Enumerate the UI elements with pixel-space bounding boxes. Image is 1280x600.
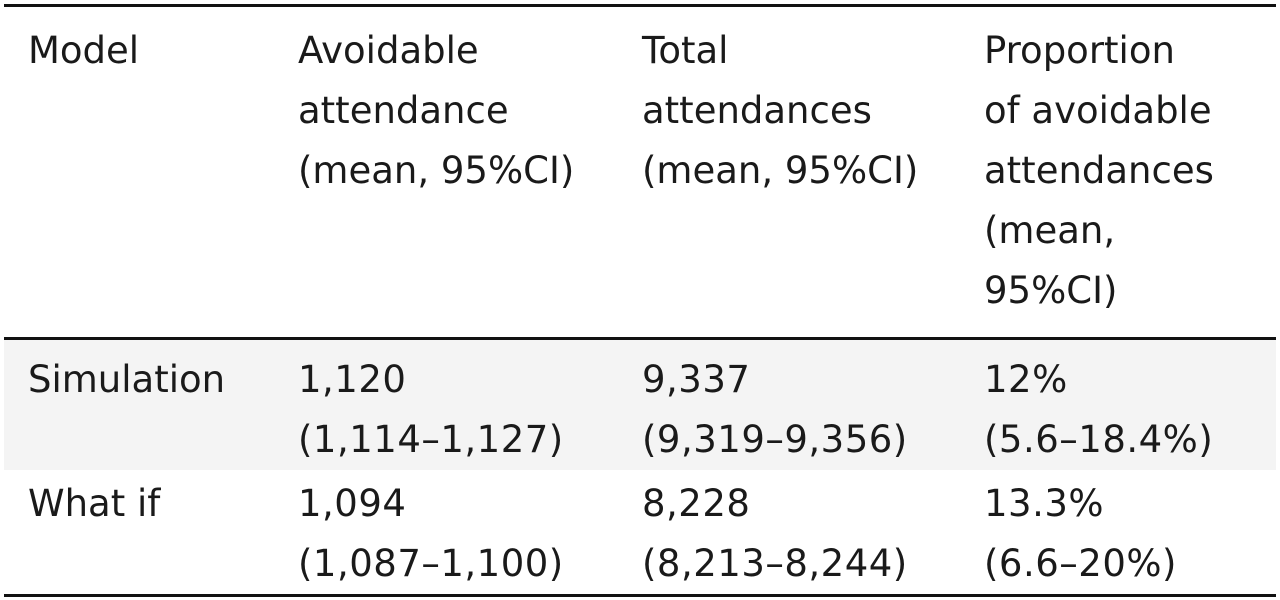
cell-avoidable: 1,120 (1,114–1,127)	[298, 338, 642, 470]
header-line: (mean,	[984, 209, 1116, 252]
header-proportion-avoidable: Proportion of avoidable attendances (mea…	[984, 6, 1276, 339]
header-total-attendances: Total attendances (mean, 95%CI)	[642, 6, 984, 339]
header-line: Proportion	[984, 29, 1175, 72]
header-line: attendances	[642, 89, 872, 132]
header-line: (mean, 95%CI)	[298, 149, 575, 192]
cell-ci: (6.6–20%)	[984, 542, 1177, 585]
header-line: Total	[642, 29, 729, 72]
cell-total: 8,228 (8,213–8,244)	[642, 470, 984, 596]
cell-ci: (9,319–9,356)	[642, 418, 908, 461]
cell-model-text: Simulation	[28, 358, 226, 401]
header-line: attendances	[984, 149, 1214, 192]
cell-model: What if	[4, 470, 298, 596]
cell-ci: (1,114–1,127)	[298, 418, 564, 461]
header-line: (mean, 95%CI)	[642, 149, 919, 192]
header-model-line: Model	[28, 29, 140, 72]
cell-mean: 9,337	[642, 358, 751, 401]
cell-total: 9,337 (9,319–9,356)	[642, 338, 984, 470]
results-table: Model Avoidable attendance (mean, 95%CI)…	[4, 4, 1276, 597]
cell-ci: (1,087–1,100)	[298, 542, 564, 585]
data-table-container: Model Avoidable attendance (mean, 95%CI)…	[4, 4, 1276, 597]
cell-model-text: What if	[28, 482, 161, 525]
cell-proportion: 12% (5.6–18.4%)	[984, 338, 1276, 470]
cell-mean: 8,228	[642, 482, 751, 525]
header-avoidable-attendance: Avoidable attendance (mean, 95%CI)	[298, 6, 642, 339]
header-line: 95%CI)	[984, 269, 1118, 312]
cell-avoidable: 1,094 (1,087–1,100)	[298, 470, 642, 596]
header-line: attendance	[298, 89, 509, 132]
cell-mean: 13.3%	[984, 482, 1105, 525]
cell-mean: 12%	[984, 358, 1068, 401]
header-line: Avoidable	[298, 29, 479, 72]
header-row: Model Avoidable attendance (mean, 95%CI)…	[4, 5, 1276, 339]
cell-mean: 1,120	[298, 358, 407, 401]
cell-ci: (5.6–18.4%)	[984, 418, 1214, 461]
cell-mean: 1,094	[298, 482, 407, 525]
header-model: Model	[4, 6, 298, 339]
table-row-what-if: What if 1,094 (1,087–1,100) 8,228 (8,213…	[4, 470, 1276, 596]
cell-proportion: 13.3% (6.6–20%)	[984, 470, 1276, 596]
table-row-simulation: Simulation 1,120 (1,114–1,127) 9,337 (9,…	[4, 338, 1276, 470]
header-line: of avoidable	[984, 89, 1212, 132]
cell-ci: (8,213–8,244)	[642, 542, 908, 585]
table-header: Model Avoidable attendance (mean, 95%CI)…	[4, 5, 1276, 339]
table-body: Simulation 1,120 (1,114–1,127) 9,337 (9,…	[4, 338, 1276, 596]
cell-model: Simulation	[4, 338, 298, 470]
